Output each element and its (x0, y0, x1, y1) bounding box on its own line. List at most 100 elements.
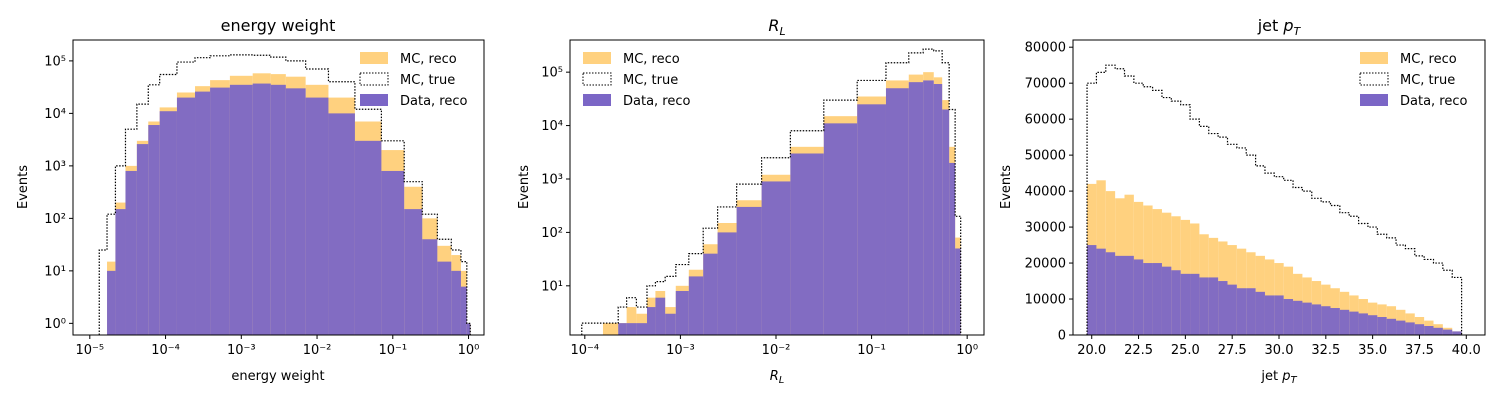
bar-data-reco (285, 88, 306, 335)
legend-label: MC, true (1400, 73, 1455, 88)
bar-data-reco (1152, 263, 1162, 335)
x-tick-label: 22.5 (1124, 343, 1153, 358)
legend-swatch-data-reco (1360, 94, 1388, 106)
bar-data-reco (148, 125, 160, 335)
legend-swatch-mc-reco (583, 52, 611, 64)
bar-data-reco (675, 290, 689, 335)
bar-data-reco (1414, 324, 1425, 335)
bar-data-reco (1180, 273, 1191, 335)
bar-data-reco (1264, 295, 1275, 335)
legend-swatch-data-reco (583, 94, 611, 106)
bar-data-reco (736, 206, 762, 335)
x-tick-label: 10⁻⁵ (75, 343, 104, 358)
y-tick-label: 10000 (1025, 293, 1066, 308)
bar-data-reco (1246, 288, 1256, 335)
x-axis-label: energy weight (231, 369, 324, 384)
legend-label: MC, reco (1400, 52, 1457, 67)
bar-data-reco (107, 270, 116, 335)
bar-data-reco (955, 248, 961, 335)
y-tick-label: 10⁴ (44, 107, 66, 122)
bar-data-reco (1339, 309, 1350, 335)
x-tick-label: 40.0 (1452, 343, 1481, 358)
y-axis-label: Events (517, 165, 532, 209)
x-tick-label: 10⁻¹ (857, 343, 886, 358)
x-tick-label: 10⁻² (303, 343, 332, 358)
bar-data-reco (1367, 315, 1378, 335)
y-tick-label: 10⁵ (44, 54, 66, 69)
y-tick-label: 80000 (1025, 41, 1066, 56)
bar-data-reco (1105, 252, 1116, 335)
x-tick-label: 10⁻³ (227, 343, 256, 358)
bar-data-reco (703, 253, 718, 335)
y-tick-label: 40000 (1025, 185, 1066, 200)
panel-rl: 10⁻⁴ 10⁻³ 10⁻² 10⁻¹ 10⁰ 10¹ 10² 10³ 10⁴ 10⁵ RL RL… (517, 16, 985, 386)
bar-data-reco (688, 276, 704, 335)
bar-data-reco (115, 209, 126, 335)
bar-data-reco (823, 123, 858, 335)
legend-swatch-mc-reco (1360, 52, 1388, 64)
bar-data-reco (923, 80, 934, 336)
bar-data-reco (1161, 266, 1172, 335)
bar-data-reco (1377, 317, 1387, 335)
bar-data-reco (1311, 304, 1322, 335)
bar-data-reco (1227, 284, 1237, 335)
bar-data-reco (195, 91, 211, 335)
bar-data-reco (252, 83, 271, 335)
panel-jet-pt: 20.0 22.5 25.0 27.5 30.0 32.5 35.0 37.5 40.0 0 100… (999, 16, 1486, 386)
legend-label: MC, reco (400, 52, 457, 67)
bar-data-reco (176, 97, 196, 335)
y-axis-label: Events (999, 165, 1014, 209)
bar-data-reco (305, 97, 329, 335)
x-tick-label: 10⁰ (458, 343, 480, 358)
bar-data-reco (761, 181, 791, 335)
y-tick-label: 10² (44, 212, 66, 227)
bar-data-reco (717, 232, 737, 335)
bar-data-reco (1433, 327, 1443, 335)
x-tick-label: 25.0 (1171, 343, 1200, 358)
x-tick-label: 30.0 (1265, 343, 1294, 358)
bar-data-reco (626, 323, 637, 335)
chart-title: energy weight (221, 16, 336, 35)
bar-data-reco (1087, 245, 1097, 335)
bar-data-reco (1386, 318, 1397, 335)
y-tick-label: 0 (1058, 329, 1066, 344)
bar-data-reco (1396, 320, 1406, 335)
bar-data-reco (636, 323, 647, 335)
legend-swatch-mc-true (359, 72, 389, 86)
x-axis-label: RL (770, 369, 785, 386)
x-tick-label: 10⁻⁴ (570, 343, 599, 358)
bar-data-reco (404, 209, 423, 335)
bar-data-reco (655, 297, 666, 335)
bar-data-reco (1218, 281, 1228, 335)
x-tick-label: 20.0 (1077, 343, 1106, 358)
bar-data-reco (1424, 326, 1434, 335)
x-tick-label: 27.5 (1218, 343, 1247, 358)
legend: MC, reco MC, true Data, reco (582, 52, 691, 109)
x-tick-label: 32.5 (1311, 343, 1340, 358)
bar-data-reco (1133, 259, 1144, 335)
bar-data-reco (1293, 300, 1303, 335)
legend-label: Data, reco (400, 94, 468, 109)
bar-data-reco (908, 82, 924, 336)
bar-data-reco (381, 170, 405, 335)
x-tick-label: 10⁰ (956, 343, 978, 358)
bar-data-reco (1283, 299, 1294, 335)
bar-data-reco (451, 270, 461, 335)
legend-swatch-mc-reco (360, 52, 388, 64)
plot-frame (72, 39, 485, 336)
bar-data-reco (125, 170, 137, 335)
legend-label: Data, reco (1400, 94, 1468, 109)
bar-data-reco (270, 84, 286, 335)
bar-data-reco (1190, 273, 1200, 335)
bar-data-reco (1349, 311, 1359, 335)
legend-label: MC, true (400, 73, 455, 88)
legend-swatch-data-reco (360, 94, 388, 106)
legend: MC, reco MC, true Data, reco (359, 52, 468, 109)
y-tick-label: 10¹ (44, 264, 66, 279)
bar-data-reco (1330, 308, 1340, 335)
bar-data-reco (1452, 331, 1462, 335)
bar-data-reco (437, 261, 452, 335)
y-tick-label: 50000 (1025, 149, 1066, 164)
bar-data-reco (646, 307, 656, 335)
bar-data-reco (466, 323, 471, 335)
